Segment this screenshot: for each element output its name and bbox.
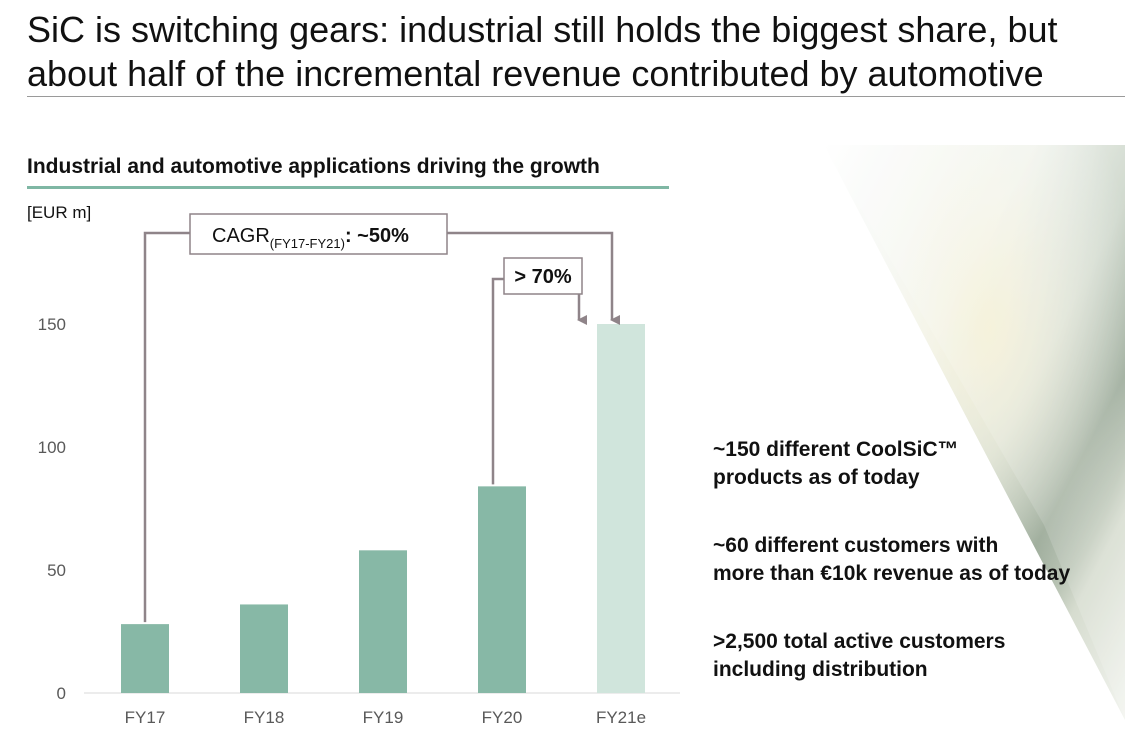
y-tick-label: 0 xyxy=(57,684,66,703)
x-tick-label: FY21e xyxy=(596,708,646,727)
chart-heading-underline xyxy=(27,186,669,189)
fact-customers-10k: ~60 different customers with more than €… xyxy=(713,532,1123,588)
y-tick-label: 150 xyxy=(38,315,66,334)
growth-box xyxy=(503,257,583,295)
key-facts: ~150 different CoolSiC™ products as of t… xyxy=(713,436,1123,724)
y-tick-label: 100 xyxy=(38,438,66,457)
fact-line: including distribution xyxy=(713,658,928,681)
y-tick-label: 50 xyxy=(47,561,66,580)
title-line-2: about half of the incremental revenue co… xyxy=(27,53,1044,94)
x-axis-labels: FY17 FY18 FY19 FY20 FY21e xyxy=(125,708,646,727)
fact-line: ~60 different customers with xyxy=(713,534,999,557)
fact-line: products as of today xyxy=(713,466,920,489)
bar-fy19 xyxy=(359,550,407,693)
fact-coolsic-products: ~150 different CoolSiC™ products as of t… xyxy=(713,436,1123,492)
x-tick-label: FY17 xyxy=(125,708,166,727)
unit-label: [EUR m] xyxy=(27,203,92,222)
bar-fy17 xyxy=(121,624,169,693)
growth-label: > 70% xyxy=(514,266,571,288)
bar-fy20 xyxy=(478,486,526,693)
bar-fy18 xyxy=(240,604,288,693)
bar-fy21e xyxy=(597,324,645,693)
decorative-sic-wafer-graphic xyxy=(824,145,1125,720)
chart-heading: Industrial and automotive applications d… xyxy=(27,155,600,178)
fact-line: more than €10k revenue as of today xyxy=(713,562,1071,585)
cagr-label: CAGR(FY17-FY21): ~50% xyxy=(212,225,409,251)
bars-group xyxy=(121,324,645,693)
fact-line: ~150 different CoolSiC™ xyxy=(713,438,959,461)
x-tick-label: FY20 xyxy=(482,708,523,727)
y-axis-ticks: 0 50 100 150 xyxy=(38,315,66,703)
cagr-box xyxy=(189,213,448,255)
cagr-main: CAGR xyxy=(212,225,270,247)
x-tick-label: FY19 xyxy=(363,708,404,727)
title-line-1: SiC is switching gears: industrial still… xyxy=(27,9,1058,50)
growth-arrow xyxy=(491,277,587,485)
bar-chart: 0 50 100 150 FY17 FY18 FY19 FY20 FY21e CAGR(FY1… xyxy=(38,213,680,727)
cagr-subscript: (FY17-FY21) xyxy=(270,236,345,251)
title-divider xyxy=(27,96,1125,97)
cagr-value: : ~50% xyxy=(345,225,409,247)
x-tick-label: FY18 xyxy=(244,708,285,727)
page-title: SiC is switching gears: industrial still… xyxy=(27,8,1117,96)
fact-active-customers: >2,500 total active customers including … xyxy=(713,628,1123,684)
fact-line: >2,500 total active customers xyxy=(713,630,1006,653)
